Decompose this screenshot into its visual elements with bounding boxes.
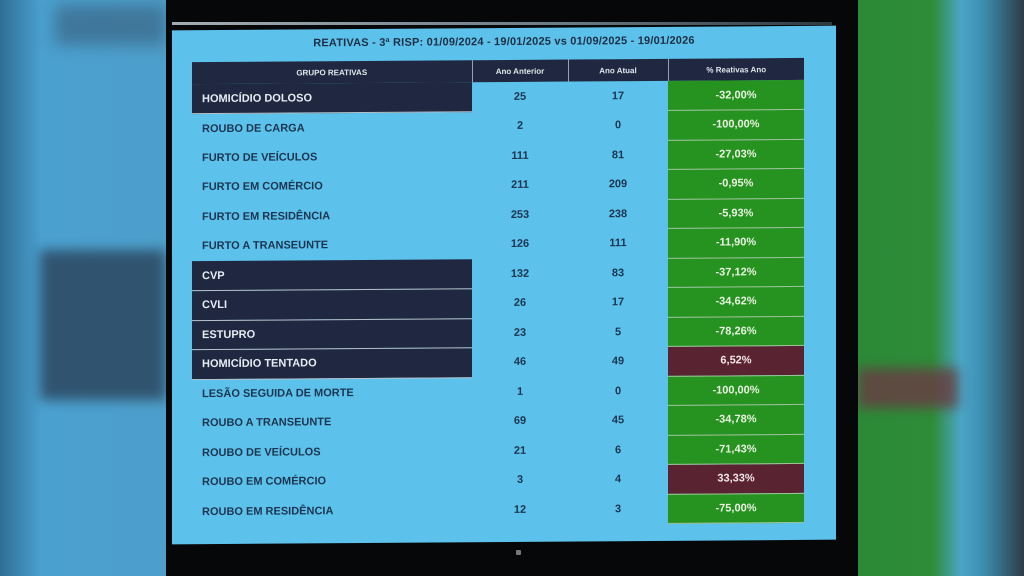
row-group-name: ROUBO EM RESIDÊNCIA	[202, 504, 334, 518]
row-previous-year: 12	[513, 503, 527, 516]
row-current-year: 0	[614, 119, 622, 132]
row-group-name: ESTUPRO	[192, 318, 472, 350]
table-row: HOMICÍDIO DOLOSO 25 17 -32,00%	[192, 79, 804, 114]
row-percent-change: -71,43%	[668, 433, 804, 465]
blurred-background-right	[858, 0, 1024, 576]
row-percent-change: -75,00%	[668, 492, 804, 524]
row-group-name: ROUBO EM COMÉRCIO	[202, 475, 327, 489]
bezel-highlight	[172, 22, 832, 25]
row-group-name: FURTO EM COMÉRCIO	[202, 180, 323, 194]
table-row: CVP 132 83 -37,12%	[192, 256, 804, 291]
row-previous-year: 25	[513, 90, 527, 103]
table-row: LESÃO SEGUIDA DE MORTE 1 0 -100,00%	[192, 374, 804, 409]
row-group-name: ROUBO DE VEÍCULOS	[202, 446, 321, 459]
row-percent-change: -5,93%	[668, 197, 804, 229]
header-percent: % Reativas Ano	[668, 57, 804, 81]
row-previous-year: 126	[510, 238, 530, 251]
row-percent-change: -34,78%	[668, 404, 804, 435]
row-current-year: 4	[614, 473, 622, 486]
row-previous-year: 2	[516, 120, 524, 133]
reativas-table: GRUPO REATIVAS Ano Anterior Ano Atual % …	[192, 57, 804, 527]
header-previous-year: Ano Anterior	[472, 59, 568, 83]
row-group-name: FURTO DE VEÍCULOS	[202, 151, 318, 164]
row-percent-change: -0,95%	[668, 168, 804, 199]
table-row: ROUBO EM COMÉRCIO 3 4 33,33%	[192, 463, 804, 497]
row-percent-change: -78,26%	[668, 315, 804, 347]
blurred-shape	[55, 5, 166, 45]
table-row: ROUBO A TRANSEUNTE 69 45 -34,78%	[192, 404, 804, 438]
table-row: FURTO EM RESIDÊNCIA 253 238 -5,93%	[192, 197, 804, 232]
table-row: FURTO A TRANSEUNTE 126 111 -11,90%	[192, 227, 804, 261]
row-group-name: CVLI	[192, 288, 472, 321]
row-current-year: 3	[614, 502, 622, 515]
row-percent-change: -37,12%	[668, 256, 804, 288]
row-current-year: 209	[608, 178, 628, 191]
row-current-year: 81	[611, 148, 625, 161]
row-group-name: LESÃO SEGUIDA DE MORTE	[202, 387, 354, 401]
table-row: CVLI 26 17 -34,62%	[192, 286, 804, 321]
row-current-year: 6	[614, 443, 622, 456]
table-row: FURTO EM COMÉRCIO 211 209 -0,95%	[192, 168, 804, 202]
row-current-year: 17	[611, 89, 625, 102]
row-previous-year: 132	[510, 267, 530, 280]
row-previous-year: 21	[513, 444, 527, 457]
row-previous-year: 111	[511, 149, 529, 162]
row-previous-year: 253	[510, 208, 530, 221]
row-group-name: HOMICÍDIO TENTADO	[192, 347, 472, 380]
row-current-year: 0	[614, 384, 622, 397]
row-previous-year: 69	[513, 415, 527, 428]
table-row: ROUBO EM RESIDÊNCIA 12 3 -75,00%	[192, 492, 804, 527]
row-percent-change: -32,00%	[668, 79, 804, 111]
row-group-name: ROUBO DE CARGA	[202, 121, 305, 135]
table-row: ROUBO DE CARGA 2 0 -100,00%	[192, 109, 804, 143]
row-percent-change: -11,90%	[668, 227, 804, 258]
row-current-year: 238	[608, 207, 628, 221]
row-current-year: 111	[609, 237, 627, 250]
row-percent-change: -100,00%	[668, 109, 804, 140]
row-group-name: ROUBO A TRANSEUNTE	[202, 416, 332, 430]
row-current-year: 17	[611, 296, 625, 309]
blurred-shape	[40, 250, 166, 400]
row-group-name: HOMICÍDIO DOLOSO	[192, 82, 472, 114]
row-group-name: FURTO A TRANSEUNTE	[202, 239, 329, 253]
report-screen: REATIVAS - 3ª RISP: 01/09/2024 - 19/01/2…	[172, 25, 836, 545]
row-group-name: CVP	[192, 259, 472, 291]
row-previous-year: 1	[516, 385, 524, 398]
row-percent-change: -34,62%	[668, 286, 804, 317]
report-title: REATIVAS - 3ª RISP: 01/09/2024 - 19/01/2…	[313, 34, 695, 50]
row-percent-change: -27,03%	[668, 138, 804, 170]
row-previous-year: 26	[513, 297, 527, 310]
header-group: GRUPO REATIVAS	[192, 60, 472, 85]
blurred-background-left	[0, 0, 166, 576]
power-indicator-icon	[516, 550, 521, 555]
row-percent-change: 6,52%	[668, 345, 804, 376]
row-current-year: 49	[611, 355, 625, 368]
table-row: FURTO DE VEÍCULOS 111 81 -27,03%	[192, 138, 804, 173]
row-percent-change: 33,33%	[668, 463, 804, 494]
header-current-year: Ano Atual	[568, 58, 668, 82]
row-previous-year: 46	[513, 356, 527, 369]
table-row: ESTUPRO 23 5 -78,26%	[192, 315, 804, 350]
row-group-name: FURTO EM RESIDÊNCIA	[202, 209, 331, 223]
table-row: ROUBO DE VEÍCULOS 21 6 -71,43%	[192, 433, 804, 468]
row-previous-year: 3	[516, 474, 524, 487]
row-current-year: 5	[614, 325, 622, 338]
row-current-year: 45	[611, 414, 625, 427]
table-body: HOMICÍDIO DOLOSO 25 17 -32,00% ROUBO DE CARG…	[192, 79, 804, 527]
row-percent-change: -100,00%	[668, 374, 804, 406]
row-previous-year: 23	[513, 326, 527, 339]
row-previous-year: 211	[511, 179, 529, 192]
row-current-year: 83	[611, 266, 625, 279]
blurred-shape	[858, 368, 958, 408]
table-row: HOMICÍDIO TENTADO 46 49 6,52%	[192, 345, 804, 380]
